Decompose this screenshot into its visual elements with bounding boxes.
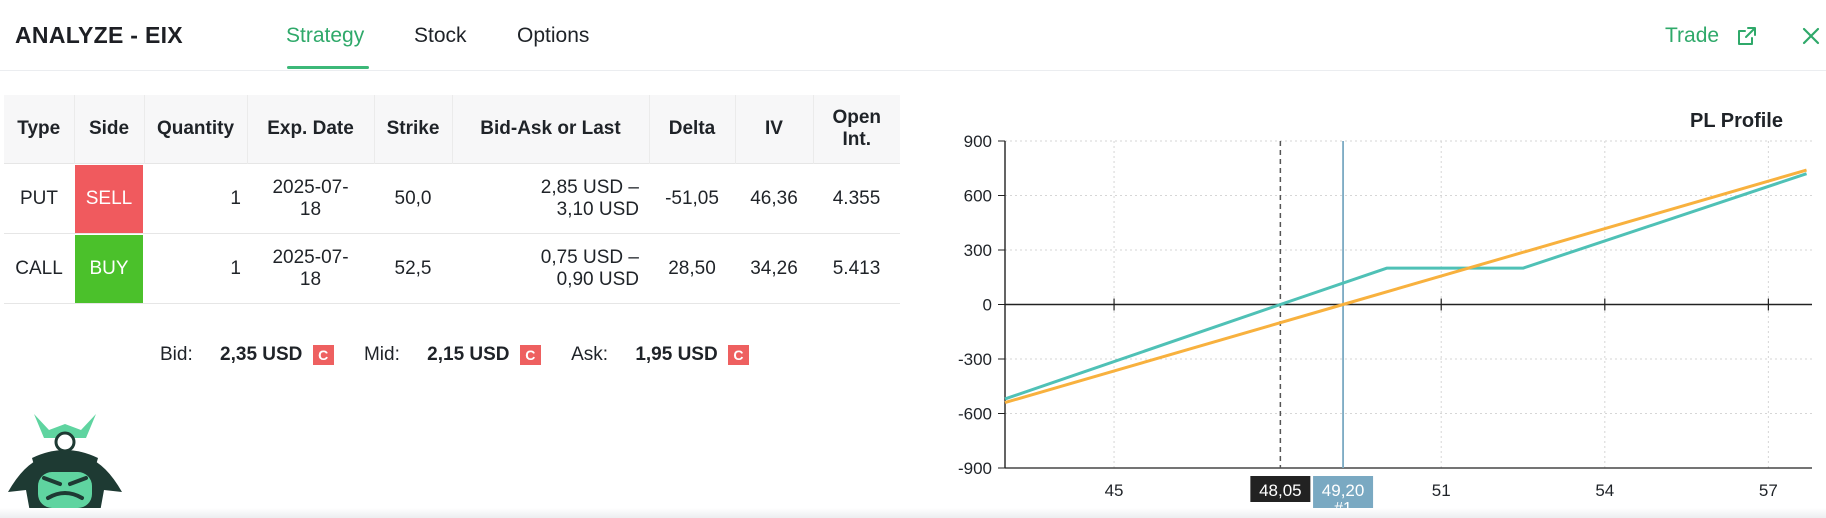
trade-link[interactable]: Trade	[1665, 24, 1720, 47]
y-tick-label: 900	[964, 132, 992, 151]
column-header-side: Side	[74, 95, 145, 164]
cell-quantity: 1	[144, 163, 247, 234]
cell-open-int: 4.355	[813, 163, 900, 234]
price-summary: Bid: 2,35 USD C Mid: 2,15 USD C Ask: 1,9…	[160, 344, 774, 366]
legs-table-container: Type Side Quantity Exp. Date Strike Bid-…	[4, 95, 900, 304]
pl-series-line-1	[1004, 172, 1808, 401]
marker-label: 49,20	[1322, 481, 1365, 500]
ask-value: 1,95 USD	[635, 344, 718, 365]
marker-label-bg	[1313, 476, 1374, 510]
header: ANALYZE - EIX Strategy Stock Options Tra…	[0, 0, 1826, 71]
y-tick-label: -300	[958, 350, 992, 369]
cell-bid-ask: 2,85 USD – 3,10 USD	[452, 163, 649, 234]
cell-delta: 28,50	[649, 233, 735, 304]
column-header-strike: Strike	[374, 95, 453, 164]
marker-label-group: 49,20#1	[1313, 476, 1374, 510]
bottom-edge	[0, 508, 1826, 518]
cell-strike: 50,0	[374, 163, 452, 234]
cell-iv: 46,36	[735, 163, 813, 234]
cell-iv: 34,26	[735, 233, 813, 304]
marker-label: 48,05	[1259, 481, 1302, 500]
bid-value: 2,35 USD	[220, 344, 303, 365]
side-badge-sell[interactable]: SELL	[75, 164, 143, 233]
close-icon[interactable]	[1800, 25, 1822, 47]
mid-value: 2,15 USD	[427, 344, 510, 365]
ask-currency-badge: C	[727, 345, 749, 365]
cell-delta: -51,05	[649, 163, 735, 234]
bid-currency-badge: C	[312, 345, 334, 365]
bid-label: Bid:	[160, 344, 193, 365]
mid-currency-badge: C	[519, 345, 541, 365]
tab-options[interactable]: Options	[517, 24, 590, 47]
ask-label: Ask:	[571, 344, 609, 365]
x-tick-label: 57	[1759, 481, 1778, 500]
cell-exp-date: 2025-07-18	[247, 233, 374, 304]
cell-bid-ask: 0,75 USD – 0,90 USD	[452, 233, 649, 304]
column-header-quantity: Quantity	[144, 95, 248, 164]
column-header-iv: IV	[735, 95, 814, 164]
chart-title: PL Profile	[1690, 110, 1783, 132]
column-header-type: Type	[4, 95, 75, 164]
y-tick-label: -900	[958, 459, 992, 478]
external-link-icon[interactable]	[1736, 25, 1758, 47]
cell-quantity: 1	[144, 233, 247, 304]
marker-label-bg	[1250, 476, 1311, 502]
pl-profile-chart[interactable]: 900 600 300 0 -300 -600 -900 45 51 54 57 48,05 49,20…	[940, 130, 1820, 510]
column-header-delta: Delta	[649, 95, 736, 164]
x-tick-label: 54	[1595, 481, 1614, 500]
cell-exp-date: 2025-07-18	[247, 163, 374, 234]
y-tick-label: 0	[983, 296, 992, 315]
tab-stock[interactable]: Stock	[414, 24, 467, 47]
side-badge-buy[interactable]: BUY	[75, 234, 143, 303]
cell-type: CALL	[4, 233, 74, 304]
y-tick-label: 300	[964, 241, 992, 260]
cell-open-int: 5.413	[813, 233, 900, 304]
marker-sublabel: #1	[1334, 500, 1352, 510]
column-header-exp-date: Exp. Date	[247, 95, 375, 164]
samurai-logo-icon	[8, 414, 122, 516]
y-tick-label: 600	[964, 187, 992, 206]
active-tab-indicator	[287, 66, 369, 69]
table-header-row: Type Side Quantity Exp. Date Strike Bid-…	[4, 95, 900, 164]
cell-side: BUY	[74, 233, 144, 304]
mid-label: Mid:	[363, 344, 400, 365]
x-tick-label: 51	[1432, 481, 1451, 500]
marker-label-group: 48,05	[1250, 476, 1311, 502]
cell-strike: 52,5	[374, 233, 452, 304]
pl-series-line-2	[1004, 168, 1807, 405]
cell-type: PUT	[4, 163, 74, 234]
page-title: ANALYZE - EIX	[15, 22, 183, 48]
cell-side: SELL	[74, 163, 144, 234]
table-row[interactable]: PUT SELL 1 2025-07-18 50,0 2,85 USD – 3,…	[4, 163, 900, 234]
table-row[interactable]: CALL BUY 1 2025-07-18 52,5 0,75 USD – 0,…	[4, 233, 900, 304]
legs-table: Type Side Quantity Exp. Date Strike Bid-…	[4, 95, 900, 304]
y-tick-label: -600	[958, 405, 992, 424]
column-header-bid-ask: Bid-Ask or Last	[452, 95, 650, 164]
tab-strategy[interactable]: Strategy	[286, 24, 365, 47]
column-header-open-int: Open Int.	[813, 95, 900, 164]
x-tick-label: 45	[1105, 481, 1124, 500]
